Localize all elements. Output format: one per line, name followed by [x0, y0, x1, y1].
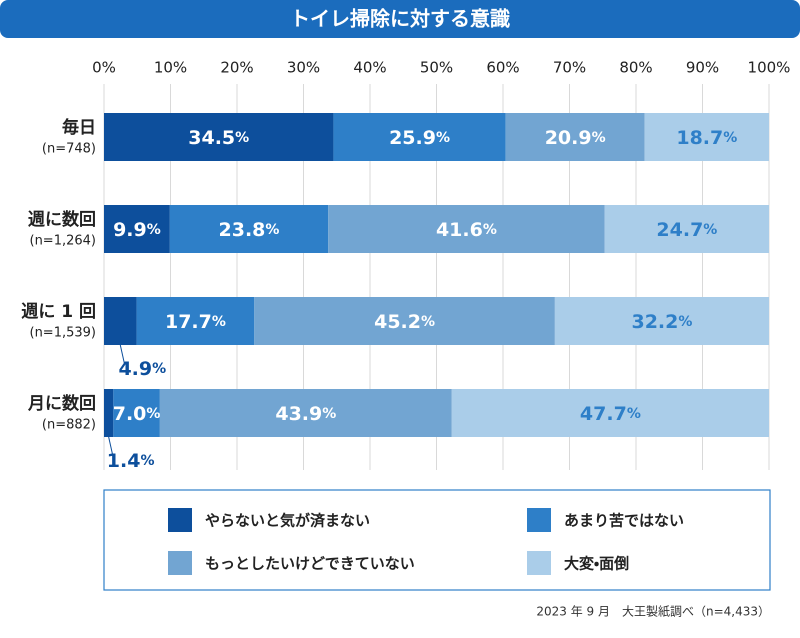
category-label: 週に数回: [28, 209, 96, 230]
bar-segment: [554, 297, 769, 345]
legend-label: やらないと気が済まない: [205, 512, 370, 530]
x-tick-label: 20%: [220, 59, 253, 77]
value-label: 45.2%: [374, 311, 435, 333]
bar-segment: [104, 113, 334, 161]
category-label: 週に 1 回: [21, 302, 96, 322]
x-tick-label: 0%: [92, 59, 116, 77]
value-label: 34.5%: [188, 127, 249, 149]
value-label: 24.7%: [656, 219, 717, 241]
x-tick-label: 50%: [420, 59, 453, 77]
x-tick-label: 40%: [353, 59, 386, 77]
category-note: (n=1,539): [30, 326, 97, 341]
value-label: 25.9%: [389, 127, 450, 149]
bar-segment: [328, 205, 605, 253]
x-tick-label: 10%: [154, 59, 187, 77]
bar-segment: [333, 113, 506, 161]
x-tick-label: 100%: [748, 59, 791, 77]
bar-segment: [644, 113, 769, 161]
source-note: 2023 年 9 月 大王製紙調べ（n=4,433）: [536, 605, 770, 619]
legend-swatch: [527, 551, 551, 575]
value-label: 7.0%: [113, 403, 161, 425]
category-note: (n=1,264): [30, 234, 97, 249]
bar-segment: [104, 389, 114, 437]
category-label: 月に数回: [27, 393, 96, 414]
value-label: 1.4%: [107, 450, 155, 472]
x-tick-label: 80%: [619, 59, 652, 77]
x-tick-label: 60%: [486, 59, 519, 77]
bar-segment: [104, 297, 137, 345]
bar-segment: [159, 389, 452, 437]
legend-label: もっとしたいけどできていない: [205, 555, 415, 573]
bar-segment: [113, 389, 160, 437]
leader-line: [119, 344, 125, 364]
bar-segment: [136, 297, 255, 345]
bar-segment: [169, 205, 329, 253]
title-banner: [0, 0, 800, 38]
value-label: 9.9%: [113, 219, 161, 241]
value-label: 32.2%: [631, 311, 692, 333]
legend-label: あまり苦ではない: [564, 512, 684, 530]
chart-title: トイレ掃除に対する意識: [290, 7, 510, 31]
legend-swatch: [168, 551, 192, 575]
leader-line: [108, 436, 114, 456]
legend-box: [103, 489, 771, 591]
category-label: 毎日: [62, 117, 96, 138]
value-label: 18.7%: [676, 127, 737, 149]
value-label: 41.6%: [436, 219, 497, 241]
value-label: 43.9%: [275, 403, 336, 425]
legend-swatch: [168, 508, 192, 532]
value-label: 23.8%: [219, 219, 280, 241]
bar-segment: [451, 389, 769, 437]
x-tick-label: 90%: [686, 59, 719, 77]
value-label: 47.7%: [580, 403, 641, 425]
legend-label: 大変・面倒: [564, 555, 629, 573]
value-label: 17.7%: [165, 311, 226, 333]
legend-swatch: [527, 508, 551, 532]
category-note: (n=748): [42, 142, 96, 157]
bar-segment: [505, 113, 645, 161]
bar-segment: [604, 205, 769, 253]
value-label: 4.9%: [118, 358, 166, 380]
category-note: (n=882): [42, 418, 96, 433]
bar-segment: [104, 205, 170, 253]
bar-segment: [254, 297, 555, 345]
value-label: 20.9%: [545, 127, 606, 149]
x-tick-label: 30%: [287, 59, 320, 77]
x-tick-label: 70%: [553, 59, 586, 77]
